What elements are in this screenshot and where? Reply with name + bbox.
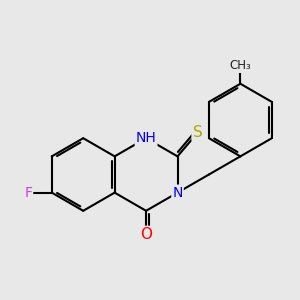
- Text: S: S: [193, 125, 202, 140]
- Text: NH: NH: [136, 131, 157, 145]
- Text: F: F: [24, 186, 32, 200]
- Text: CH₃: CH₃: [230, 59, 251, 72]
- Text: O: O: [140, 227, 152, 242]
- Text: N: N: [172, 186, 183, 200]
